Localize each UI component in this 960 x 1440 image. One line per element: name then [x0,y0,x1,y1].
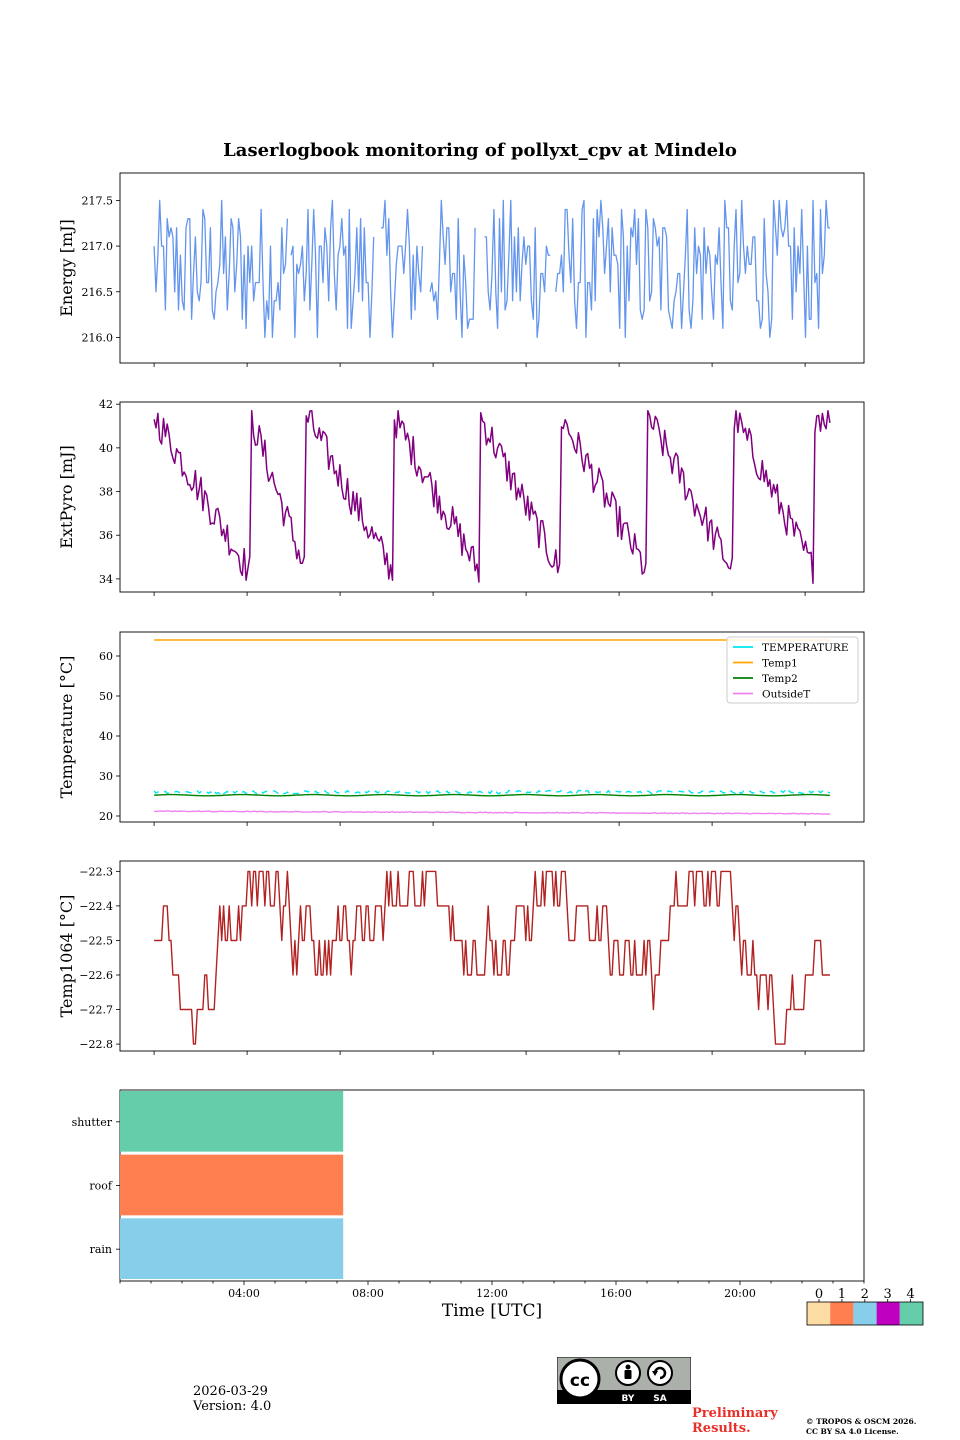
energy-ytick-label: 217.0 [82,240,114,253]
status-xtick-label: 12:00 [476,1287,508,1300]
temperature-line-outsidet [154,810,830,815]
temperature-ytick-label: 20 [99,810,113,823]
temp1064-ytick-label: −22.5 [79,934,113,947]
legend-label-temperature: TEMPERATURE [762,642,849,654]
x-axis-label: Time [UTC] [441,1301,543,1321]
copyright-notice: © TROPOS & OSCM 2026. CC BY SA 4.0 Licen… [806,1417,917,1436]
temperature-ytick-label: 50 [99,690,113,703]
colorbar-tick-label: 4 [906,1287,914,1302]
temp1064-ytick-label: −22.8 [79,1038,113,1051]
colorbar-cell [830,1302,854,1325]
colorbar-tick-label: 3 [884,1287,892,1302]
energy-ytick-label: 216.5 [82,286,114,299]
extpyro-ytick-label: 40 [99,442,113,455]
colorbar-cell [807,1302,831,1325]
status-label-rain: rain [90,1243,112,1256]
extpyro-ytick-label: 36 [99,529,113,542]
temperature-line-temperature [153,789,831,795]
colorbar-tick-label: 2 [861,1287,869,1302]
temp1064-ytick-label: −22.7 [79,1004,113,1017]
status-label-roof: roof [89,1180,113,1193]
preliminary-notice: Preliminary Results. [692,1406,778,1436]
status-xtick-label: 16:00 [600,1287,632,1300]
energy-line [153,199,830,339]
legend-label-outsidet: OutsideT [762,689,810,701]
temperature-ytick-label: 30 [99,770,113,783]
colorbar-tick-label: 1 [838,1287,846,1302]
status-xtick-label: 04:00 [228,1287,260,1300]
status-bar-shutter [120,1091,344,1152]
sa-share-icon [647,1360,673,1386]
energy-ylabel: Energy [mJ] [57,219,76,317]
cc-icon-text: cc [570,1371,590,1391]
temperature-ylabel: Temperature [°C] [57,656,76,799]
temperature-ytick-label: 40 [99,730,113,743]
extpyro-ylabel: ExtPyro [mJ] [57,445,76,548]
temp1064-ylabel: Temp1064 [°C] [57,895,76,1018]
chart-area: 217.5 217.0 216.5 216.0 Energy [mJ] 42 40 38 36 3… [57,172,865,1300]
extpyro-line [153,409,831,585]
status-label-shutter: shutter [72,1116,113,1129]
cc-by-label: BY [622,1394,635,1404]
status-bar-roof [120,1154,344,1216]
extpyro-ytick-label: 42 [99,398,113,411]
temp1064-line [154,870,830,1045]
status-xtick-label: 08:00 [352,1287,384,1300]
temperature-legend [726,636,859,704]
energy-ytick-label: 216.0 [82,331,114,344]
temp1064-ytick-label: −22.4 [79,900,113,913]
cc-license-badge[interactable]: cc BY SA [556,1356,692,1405]
date-text: 2026-03-29 [193,1384,268,1399]
colorbar-cell [876,1302,900,1325]
legend-label-temp2: Temp2 [762,673,798,685]
extpyro-ytick-label: 34 [99,573,113,586]
temperature-ytick-label: 60 [99,650,113,663]
chart-title: Laserlogbook monitoring of pollyxt_cpv a… [223,140,737,161]
extpyro-ytick-label: 38 [99,486,113,499]
status-xtick-label: 20:00 [724,1287,756,1300]
colorbar-cell [853,1302,877,1325]
colorbar-tick-label: 0 [815,1287,823,1302]
temp1064-ytick-label: −22.6 [79,969,113,982]
temp1064-ytick-label: −22.3 [79,865,113,878]
temperature-line-temp2 [154,793,830,797]
cc-icon [559,1358,601,1400]
colorbar-cell [899,1302,923,1325]
version-text: Version: 4.0 [193,1399,272,1414]
status-bar-rain [120,1218,344,1279]
energy-ytick-label: 217.5 [82,194,114,207]
cc-sa-label: SA [653,1394,666,1404]
legend-label-temp1: Temp1 [762,658,798,670]
info-block: 2026-03-29 Version: 4.0 [193,1384,271,1414]
